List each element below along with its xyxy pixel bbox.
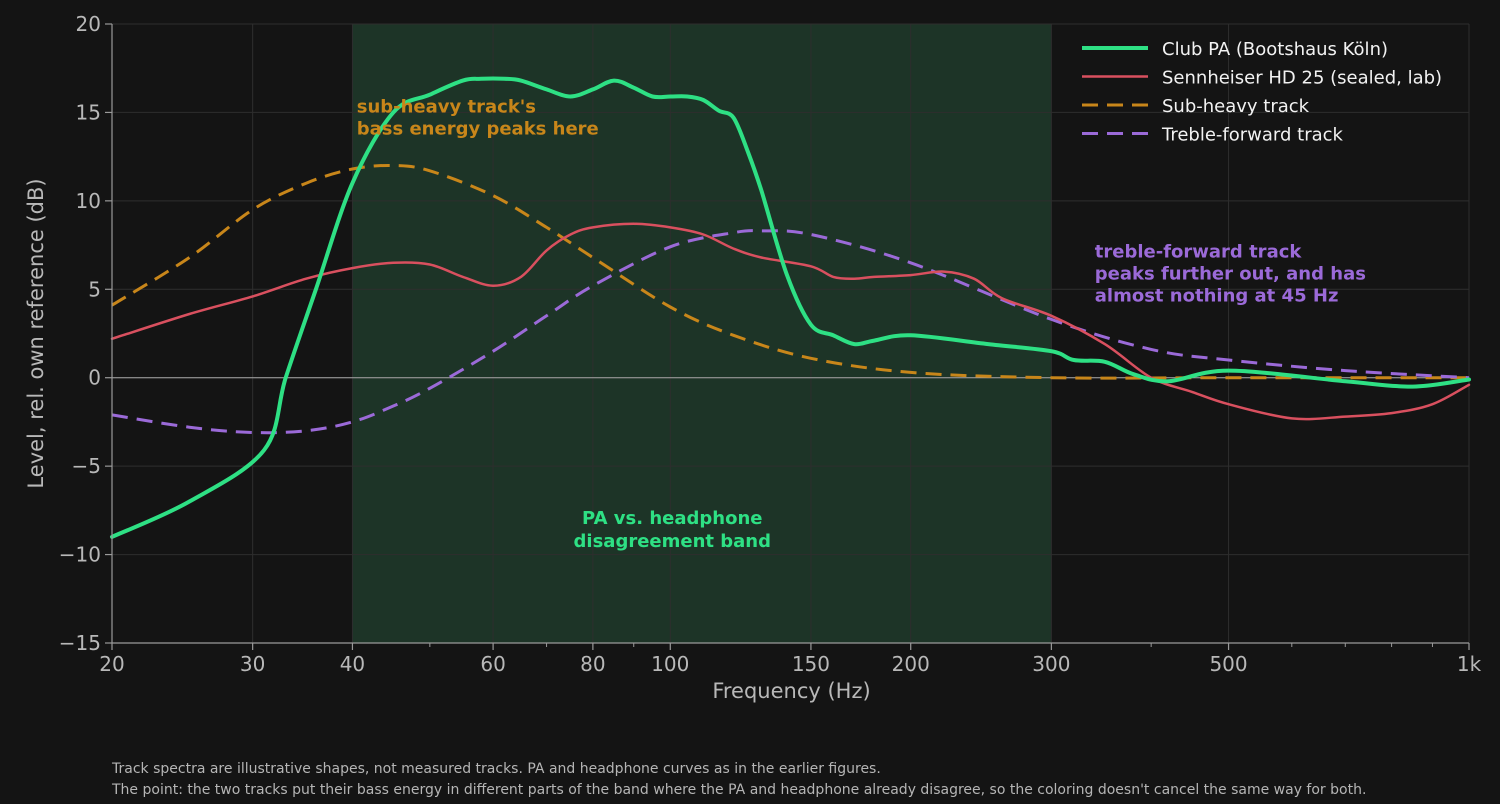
- legend-entry: Treble-forward track: [1161, 125, 1344, 146]
- series-line-sennheiser-hd-25-sealed-lab: [110, 222, 1471, 421]
- x-axis-label: Frequency (Hz): [712, 679, 870, 703]
- y-tick-label: 15: [76, 100, 101, 124]
- legend-entry: Sub-heavy track: [1162, 96, 1310, 117]
- legend-entry: Sennheiser HD 25 (sealed, lab): [1162, 68, 1442, 89]
- y-tick-label: −10: [59, 543, 101, 567]
- annotation-1-line: treble-forward track: [1095, 241, 1303, 262]
- series-layer: [110, 76, 1471, 539]
- y-tick-label: 20: [76, 12, 101, 36]
- y-tick-label: −5: [72, 454, 101, 478]
- x-tick-label: 500: [1209, 652, 1247, 676]
- footnote-line-1: Track spectra are illustrative shapes, n…: [112, 761, 881, 777]
- x-tick-label: 100: [651, 652, 689, 676]
- footnote-line-2: The point: the two tracks put their bass…: [112, 782, 1367, 798]
- x-tick-label: 30: [240, 652, 265, 676]
- x-tick-label: 20: [99, 652, 124, 676]
- x-tick-label: 80: [580, 652, 605, 676]
- y-axis-label: Level, rel. own reference (dB): [24, 178, 48, 488]
- series-line-sub-heavy-track: [111, 163, 1469, 380]
- x-tick-label: 60: [480, 652, 505, 676]
- y-tick-label: −15: [59, 631, 101, 655]
- y-tick-label: 0: [88, 366, 101, 390]
- x-tick-label: 150: [792, 652, 830, 676]
- band-label: disagreement band: [574, 531, 771, 552]
- annotation-0-line: bass energy peaks here: [357, 118, 599, 139]
- y-tick-label: 10: [76, 189, 101, 213]
- shaded-band-layer: [352, 24, 1052, 643]
- x-tick-label: 200: [892, 652, 930, 676]
- x-tick-label: 300: [1032, 652, 1070, 676]
- axes-layer: 20 30 40 60 80 100 150 200 300 500 1k −15 −10 −5 0 5 10 1…: [24, 12, 1482, 703]
- legend: Club PA (Bootshaus Köln) Sennheiser HD 25…: [1082, 39, 1442, 146]
- x-tick-label: 1k: [1457, 652, 1482, 676]
- x-tick-label: 40: [340, 652, 365, 676]
- annotation-1-line: peaks further out, and has: [1095, 263, 1366, 284]
- annotation-0-line: sub-heavy track's: [357, 96, 536, 117]
- frequency-response-chart: 20 30 40 60 80 100 150 200 300 500 1k −15 −10 −5 0 5 10 1…: [24, 12, 1482, 703]
- annotation-1-line: almost nothing at 45 Hz: [1095, 285, 1339, 306]
- y-tick-label: 5: [88, 277, 101, 301]
- disagreement-band: [352, 24, 1052, 643]
- series-line-club-pa-bootshaus-k-ln: [110, 76, 1471, 539]
- legend-entry: Club PA (Bootshaus Köln): [1162, 39, 1388, 60]
- band-label: PA vs. headphone: [582, 508, 762, 529]
